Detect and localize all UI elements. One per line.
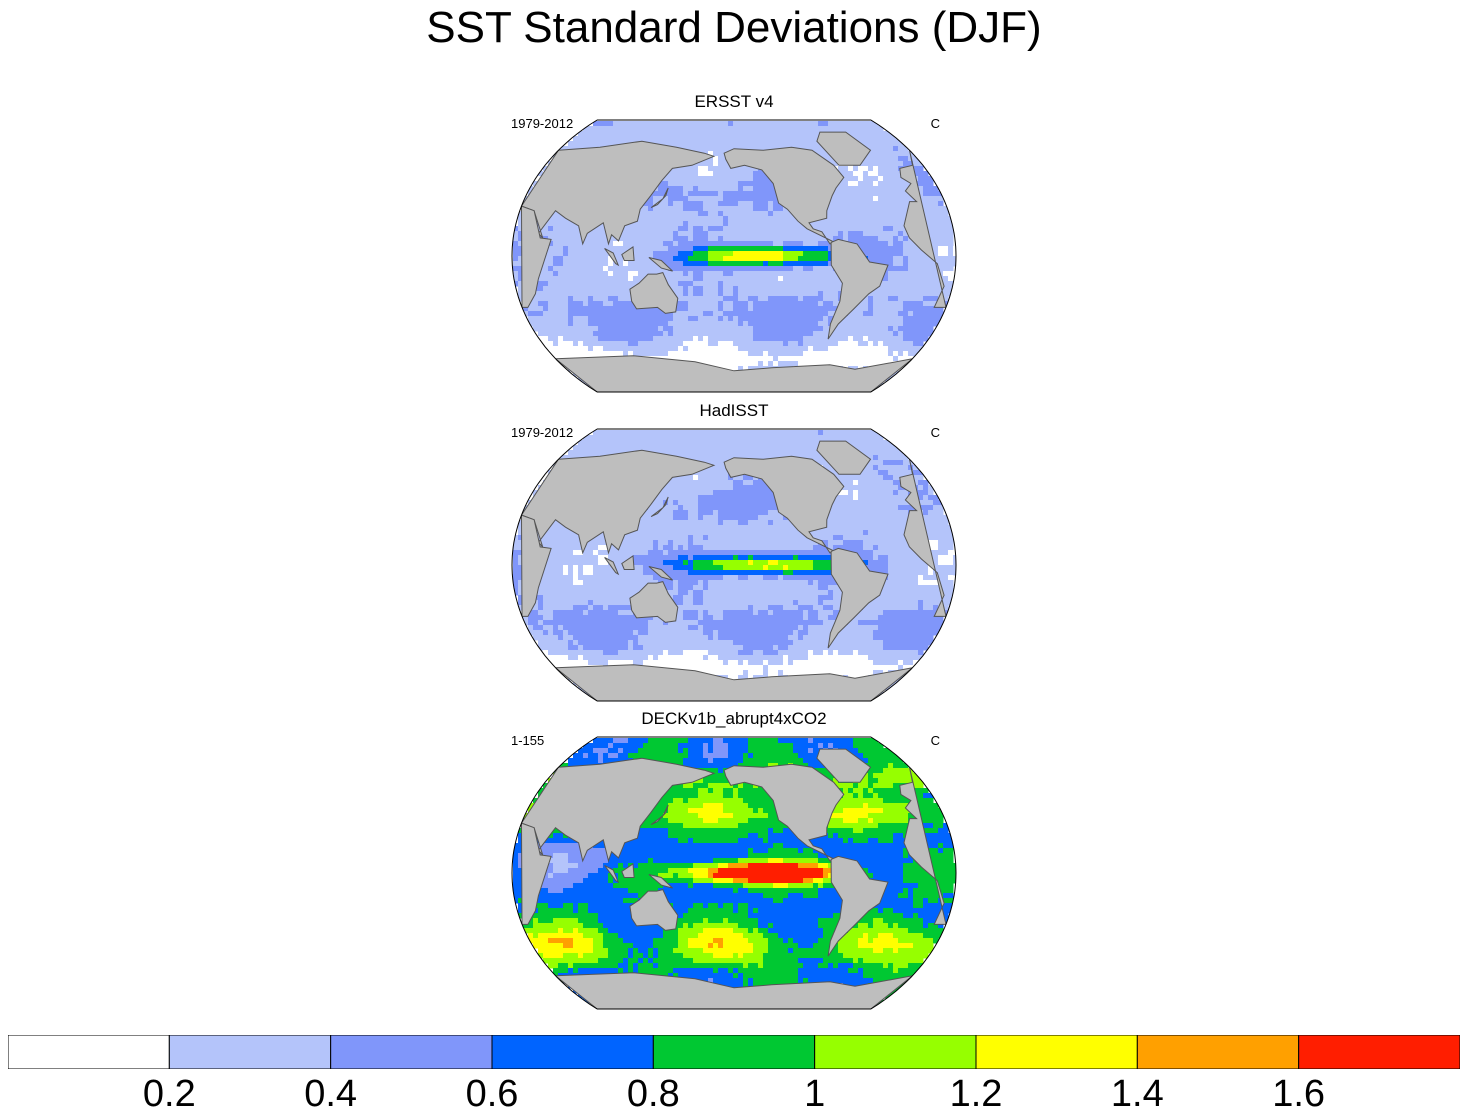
- continent-shape: [554, 972, 913, 1009]
- panel-title: ERSST v4: [694, 92, 774, 111]
- continent-shape: [554, 664, 913, 701]
- robinson-map: [511, 119, 957, 393]
- continent-shape: [621, 246, 635, 261]
- continent-shape: [816, 131, 872, 166]
- units-label: C: [930, 116, 940, 131]
- panel-title: HadISST: [699, 401, 769, 420]
- robinson-map: [511, 428, 957, 702]
- continent-shape: [648, 257, 673, 272]
- colorbar: [8, 1035, 1460, 1069]
- land-masses: [520, 131, 947, 392]
- continent-shape: [520, 205, 552, 308]
- continent-shape: [520, 140, 716, 246]
- sst-field: [513, 430, 956, 701]
- continent-shape: [899, 459, 947, 617]
- continent-shape: [650, 496, 669, 518]
- period-label: 1979-2012: [511, 116, 574, 131]
- continent-shape: [723, 146, 845, 245]
- continent-shape: [520, 822, 552, 925]
- continent-shape: [723, 455, 845, 554]
- colorbar-tick-label: 1.4: [1110, 1073, 1164, 1115]
- continent-shape: [621, 555, 635, 570]
- continent-shape: [650, 187, 669, 209]
- panel-title: DECKv1b_abrupt4xCO2: [641, 709, 827, 728]
- page-title: SST Standard Deviations (DJF): [426, 3, 1042, 52]
- continent-shape: [816, 440, 872, 475]
- sst-field: [513, 738, 956, 1009]
- units-label: C: [930, 733, 940, 748]
- continent-shape: [629, 581, 679, 623]
- colorbar-swatch: [1298, 1035, 1460, 1069]
- continent-shape: [723, 763, 845, 862]
- continent-shape: [650, 804, 669, 826]
- continent-shape: [520, 757, 716, 863]
- period-label: 1-155: [511, 733, 545, 748]
- colorbar-swatch: [330, 1035, 493, 1069]
- colorbar-swatch: [814, 1035, 977, 1069]
- continent-shape: [604, 864, 620, 884]
- colorbar-swatch: [975, 1035, 1138, 1069]
- continent-shape: [604, 556, 620, 576]
- continent-shape: [629, 272, 679, 314]
- period-label: 1979-2012: [511, 425, 574, 440]
- continent-shape: [899, 150, 947, 308]
- colorbar-tick-label: 1.6: [1272, 1073, 1326, 1115]
- colorbar-tick-label: 0.4: [304, 1073, 358, 1115]
- colorbar-tick-label: 0.6: [465, 1073, 519, 1115]
- continent-shape: [648, 566, 673, 581]
- continent-shape: [629, 889, 679, 931]
- continent-shape: [827, 238, 889, 340]
- colorbar-tick-label: 1: [804, 1073, 826, 1115]
- colorbar-tick-label: 0.8: [626, 1073, 680, 1115]
- continent-shape: [554, 355, 913, 392]
- robinson-map: [511, 736, 957, 1010]
- continent-shape: [520, 449, 716, 555]
- map-outline: [511, 119, 957, 393]
- units-label: C: [930, 425, 940, 440]
- continent-shape: [827, 855, 889, 957]
- map-outline: [511, 736, 957, 1010]
- colorbar-swatch: [652, 1035, 816, 1069]
- land-masses: [520, 748, 947, 1009]
- map-panel-deck-abrupt4xco2: DECKv1b_abrupt4xCO2 1-155 C: [508, 709, 960, 1010]
- continent-shape: [899, 767, 947, 925]
- colorbar-tick-label: 0.2: [142, 1073, 196, 1115]
- colorbar-swatch: [8, 1035, 170, 1069]
- map-outline: [511, 428, 957, 702]
- map-panel-ersst: ERSST v4 1979-2012 C: [508, 92, 960, 393]
- continent-shape: [621, 863, 635, 878]
- colorbar-swatch: [491, 1035, 654, 1069]
- sst-field: [513, 121, 956, 392]
- map-panel-hadisst: HadISST 1979-2012 C: [508, 401, 960, 702]
- land-masses: [520, 440, 947, 701]
- continent-shape: [827, 547, 889, 649]
- continent-shape: [604, 247, 620, 267]
- colorbar-swatch: [1136, 1035, 1300, 1069]
- continent-shape: [816, 748, 872, 783]
- continent-shape: [648, 874, 673, 889]
- colorbar-tick-label: 1.2: [949, 1073, 1003, 1115]
- continent-shape: [520, 514, 552, 617]
- colorbar-swatch: [168, 1035, 332, 1069]
